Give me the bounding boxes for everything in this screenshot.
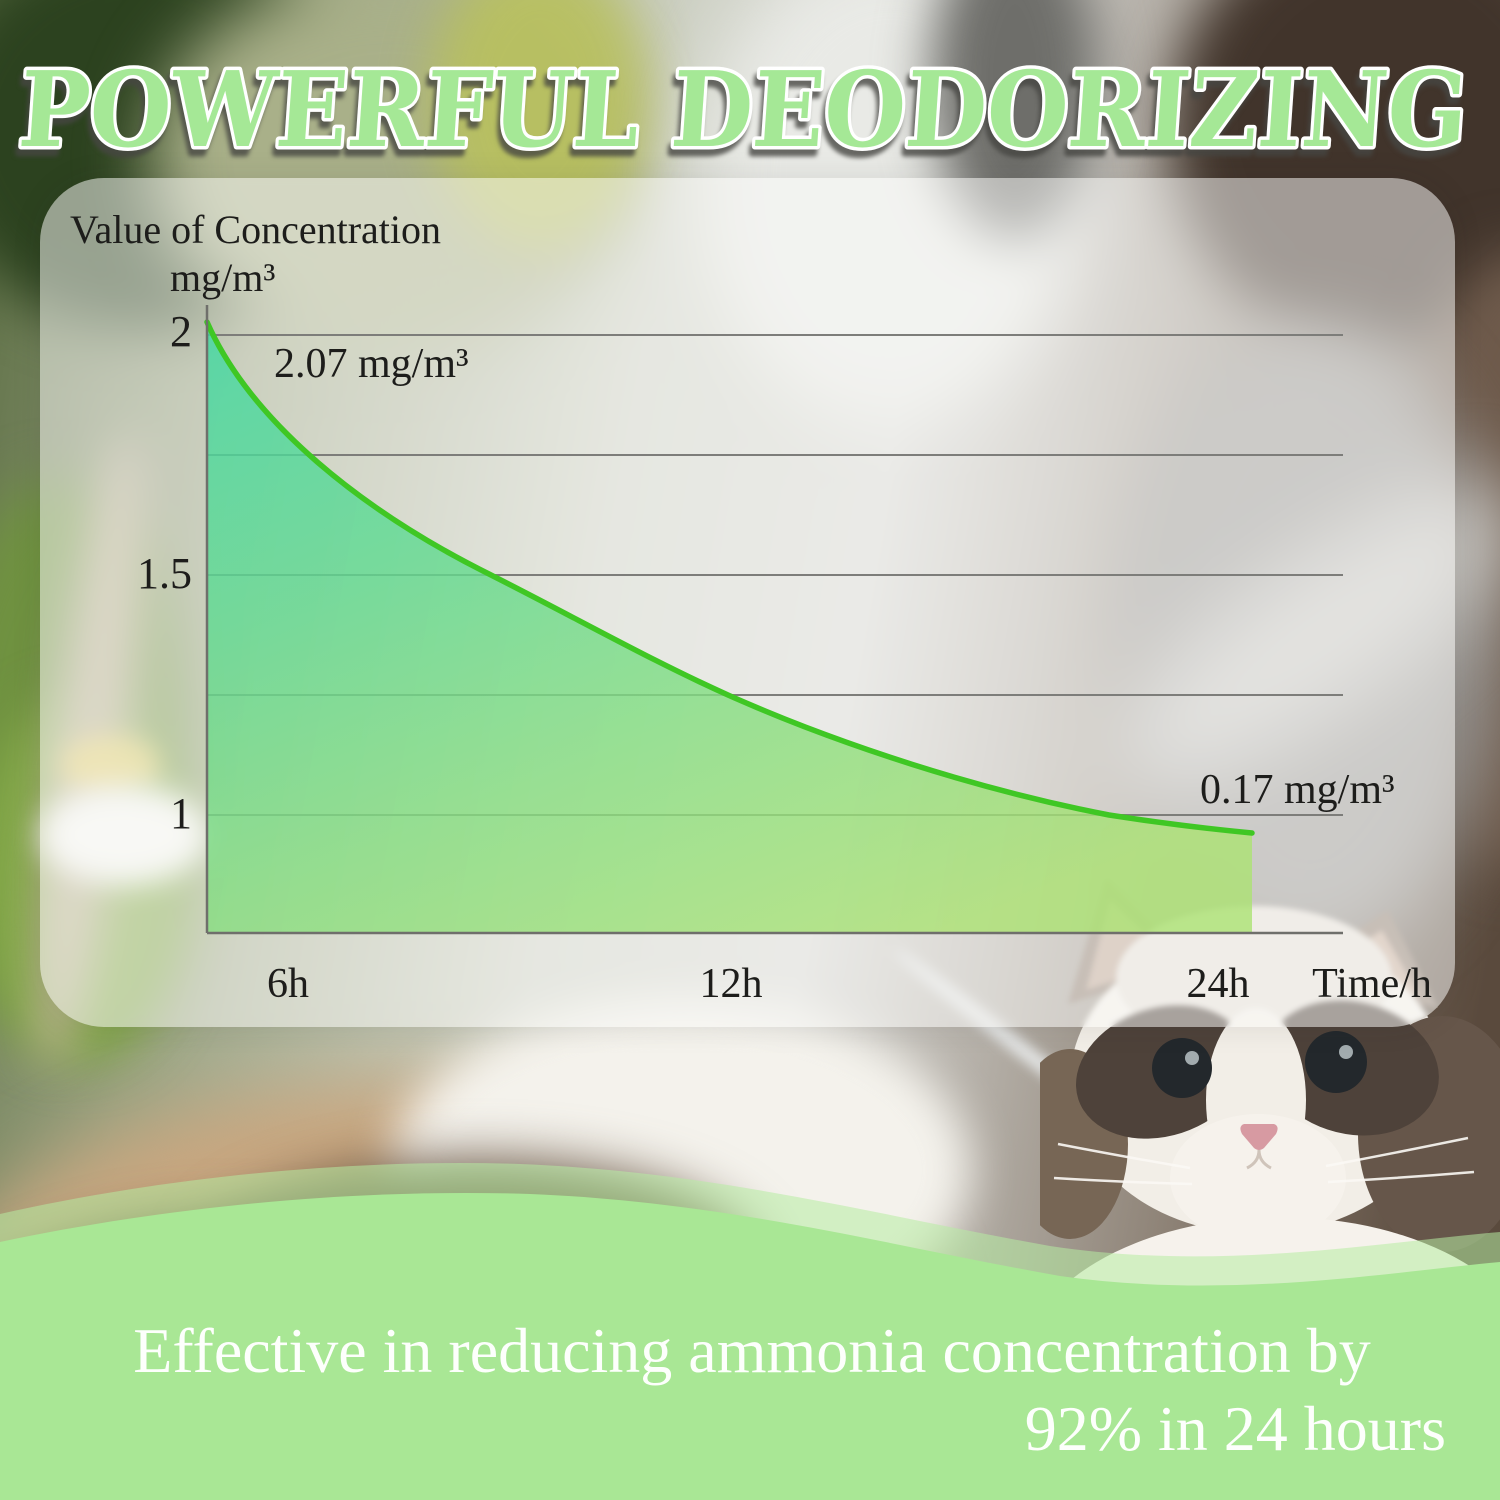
footer-claim: Effective in reducing ammonia concentrat… — [58, 1312, 1446, 1468]
end-value-annotation: 0.17 mg/m³ — [1200, 767, 1395, 813]
concentration-curve — [204, 319, 1255, 836]
cat-right-eye-highlight — [1339, 1045, 1353, 1059]
axes — [205, 305, 1343, 935]
footer-wave — [0, 1163, 1500, 1500]
cat-nose — [1240, 1124, 1278, 1150]
page-title-text: POWERFUL DEODORIZING — [15, 48, 1472, 171]
cat-right-eye — [1305, 1031, 1367, 1093]
cat-left-eye-highlight — [1185, 1051, 1199, 1065]
wave-solid-layer — [0, 1192, 1500, 1500]
cat-mouth — [1246, 1149, 1272, 1170]
y-tick-1-5: 1.5 — [137, 549, 192, 598]
footer-claim-line2: 92% in 24 hours — [1024, 1393, 1446, 1464]
cat-whiskers — [1053, 1136, 1475, 1186]
x-axis-title: Time/h — [1312, 961, 1432, 1007]
y-axis-unit: mg/m³ — [170, 255, 276, 300]
cat-muzzle — [1170, 1114, 1346, 1242]
x-tick-24h: 24h — [1186, 961, 1250, 1007]
footer-claim-line1: Effective in reducing ammonia concentrat… — [133, 1315, 1371, 1386]
cat-left-eye — [1152, 1038, 1212, 1098]
page-title: POWERFUL DEODORIZING — [12, 45, 1476, 175]
y-tick-2: 2 — [170, 307, 192, 356]
concentration-chart — [204, 305, 1343, 935]
y-tick-1: 1 — [170, 789, 192, 838]
start-value-annotation: 2.07 mg/m³ — [274, 341, 469, 387]
area-fill — [207, 322, 1252, 933]
x-tick-6h: 6h — [267, 961, 309, 1007]
x-tick-12h: 12h — [699, 961, 763, 1007]
y-axis-title: Value of Concentration — [70, 207, 441, 252]
